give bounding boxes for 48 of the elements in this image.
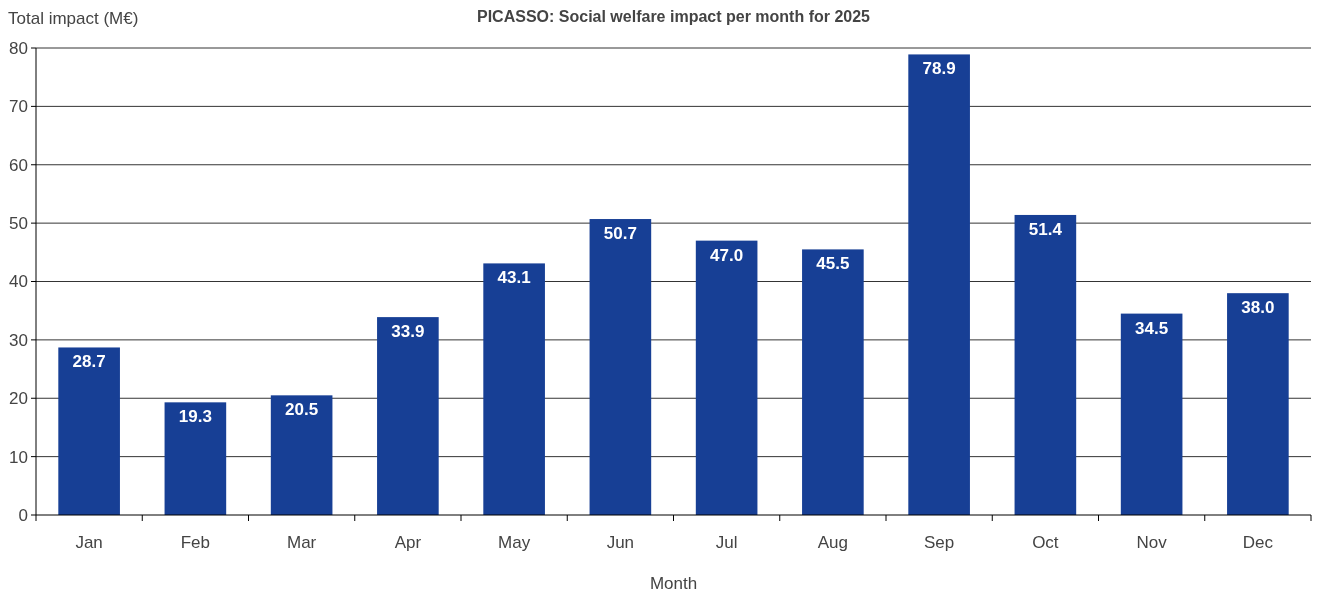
bar xyxy=(802,249,864,515)
chart-title: PICASSO: Social welfare impact per month for 2025 xyxy=(477,8,871,25)
bar xyxy=(589,219,652,515)
x-tick-label: Jan xyxy=(75,533,103,552)
bar xyxy=(270,395,333,515)
data-label: 20.5 xyxy=(285,400,319,420)
bar xyxy=(483,263,545,515)
bar xyxy=(695,240,758,515)
y-tick-label: 50 xyxy=(9,214,28,234)
x-tick-label: May xyxy=(498,533,531,552)
x-tick-label: Dec xyxy=(1242,533,1274,552)
data-label: 43.1 xyxy=(497,268,531,288)
x-tick-label: Apr xyxy=(394,533,422,552)
x-tick-label: Oct xyxy=(1032,533,1059,552)
bar xyxy=(1120,313,1183,515)
y-tick-label: 60 xyxy=(9,155,28,175)
x-tick-label: Jul xyxy=(715,533,738,552)
bar xyxy=(164,402,227,515)
data-label: 34.5 xyxy=(1135,318,1169,338)
bar xyxy=(58,347,120,515)
y-tick-label: 80 xyxy=(9,38,28,58)
y-tick-label: 0 xyxy=(18,505,28,525)
bar xyxy=(377,317,439,515)
x-tick-label: Mar xyxy=(286,533,317,552)
data-label: 33.9 xyxy=(391,322,425,342)
x-tick-label: Feb xyxy=(180,533,211,552)
data-label: 28.7 xyxy=(72,352,106,372)
data-label: 50.7 xyxy=(603,224,637,244)
data-label: 45.5 xyxy=(816,254,850,274)
y-axis-title: Total impact (M€) xyxy=(8,9,139,28)
data-label: 19.3 xyxy=(178,407,212,427)
y-tick-label: 70 xyxy=(9,97,28,117)
bar xyxy=(1014,214,1077,515)
y-tick-label: 40 xyxy=(9,272,28,292)
y-tick-label: 30 xyxy=(9,330,28,350)
x-tick-label: Jun xyxy=(606,533,635,552)
bar xyxy=(1227,293,1289,515)
data-label: 38.0 xyxy=(1241,298,1275,318)
x-tick-label: Aug xyxy=(817,533,848,552)
data-label: 51.4 xyxy=(1028,219,1063,239)
x-tick-label: Sep xyxy=(924,533,955,552)
x-tick-label: Nov xyxy=(1136,533,1168,552)
y-tick-label: 20 xyxy=(9,389,28,409)
data-label: 47.0 xyxy=(710,245,744,265)
bar xyxy=(908,54,970,515)
x-axis-title: Month xyxy=(649,574,698,593)
data-label: 78.9 xyxy=(922,59,956,79)
y-tick-label: 10 xyxy=(9,447,28,467)
